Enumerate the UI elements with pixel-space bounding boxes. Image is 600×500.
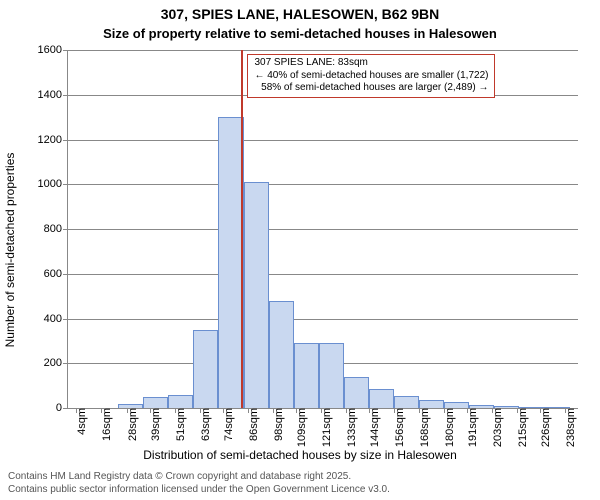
x-tick-label: 191sqm <box>465 408 479 447</box>
histogram-bar <box>369 389 394 408</box>
property-size-chart: 307, SPIES LANE, HALESOWEN, B62 9BN Size… <box>0 0 600 500</box>
y-gridline <box>68 184 578 185</box>
y-tick-label: 600 <box>44 268 68 280</box>
y-gridline <box>68 140 578 141</box>
y-tick-label: 1200 <box>38 134 68 146</box>
chart-title-main: 307, SPIES LANE, HALESOWEN, B62 9BN <box>0 6 600 22</box>
histogram-bar <box>269 301 294 408</box>
y-gridline <box>68 229 578 230</box>
annotation-line: 58% of semi-detached houses are larger (… <box>254 82 488 95</box>
attribution-footer: Contains HM Land Registry data © Crown c… <box>8 471 390 496</box>
histogram-bar <box>419 400 444 408</box>
x-tick-label: 109sqm <box>294 408 308 447</box>
x-tick-label: 144sqm <box>367 408 381 447</box>
histogram-bar <box>218 117 243 408</box>
x-tick-label: 28sqm <box>125 408 139 441</box>
x-tick-label: 74sqm <box>221 408 235 441</box>
x-tick-label: 51sqm <box>173 408 187 441</box>
histogram-bar <box>344 377 369 408</box>
y-gridline <box>68 319 578 320</box>
x-tick-label: 168sqm <box>417 408 431 447</box>
chart-title-sub: Size of property relative to semi-detach… <box>0 26 600 41</box>
y-tick-label: 1000 <box>38 178 68 190</box>
x-tick-label: 86sqm <box>246 408 260 441</box>
annotation-line: ← 40% of semi-detached houses are smalle… <box>254 70 488 83</box>
footer-line-2: Contains public sector information licen… <box>8 484 390 497</box>
histogram-bar <box>319 343 344 408</box>
y-tick-label: 1600 <box>38 44 68 56</box>
y-tick-label: 800 <box>44 223 68 235</box>
plot-area: 020040060080010001200140016004sqm16sqm28… <box>67 50 578 409</box>
x-tick-label: 133sqm <box>344 408 358 447</box>
x-tick-label: 226sqm <box>538 408 552 447</box>
histogram-bar <box>244 182 269 408</box>
x-tick-label: 121sqm <box>319 408 333 447</box>
reference-line <box>241 50 243 408</box>
x-axis-label: Distribution of semi-detached houses by … <box>0 448 600 462</box>
x-tick-label: 4sqm <box>74 408 88 435</box>
x-tick-label: 156sqm <box>392 408 406 447</box>
y-gridline <box>68 274 578 275</box>
annotation-line: 307 SPIES LANE: 83sqm <box>254 57 488 70</box>
x-tick-label: 238sqm <box>563 408 577 447</box>
histogram-bar <box>168 395 193 408</box>
x-tick-label: 63sqm <box>198 408 212 441</box>
y-gridline <box>68 50 578 51</box>
footer-line-1: Contains HM Land Registry data © Crown c… <box>8 471 390 484</box>
histogram-bar <box>143 397 168 408</box>
histogram-bar <box>394 396 419 408</box>
histogram-bar <box>294 343 319 408</box>
x-tick-label: 180sqm <box>442 408 456 447</box>
x-tick-label: 203sqm <box>490 408 504 447</box>
x-tick-label: 98sqm <box>271 408 285 441</box>
y-tick-label: 0 <box>56 402 68 414</box>
y-axis-label: Number of semi-detached properties <box>3 153 17 348</box>
annotation-box: 307 SPIES LANE: 83sqm← 40% of semi-detac… <box>247 54 495 98</box>
y-tick-label: 1400 <box>38 89 68 101</box>
y-tick-label: 200 <box>44 357 68 369</box>
histogram-bar <box>193 330 218 408</box>
x-tick-label: 16sqm <box>99 408 113 441</box>
x-tick-label: 215sqm <box>515 408 529 447</box>
y-tick-label: 400 <box>44 313 68 325</box>
x-tick-label: 39sqm <box>148 408 162 441</box>
